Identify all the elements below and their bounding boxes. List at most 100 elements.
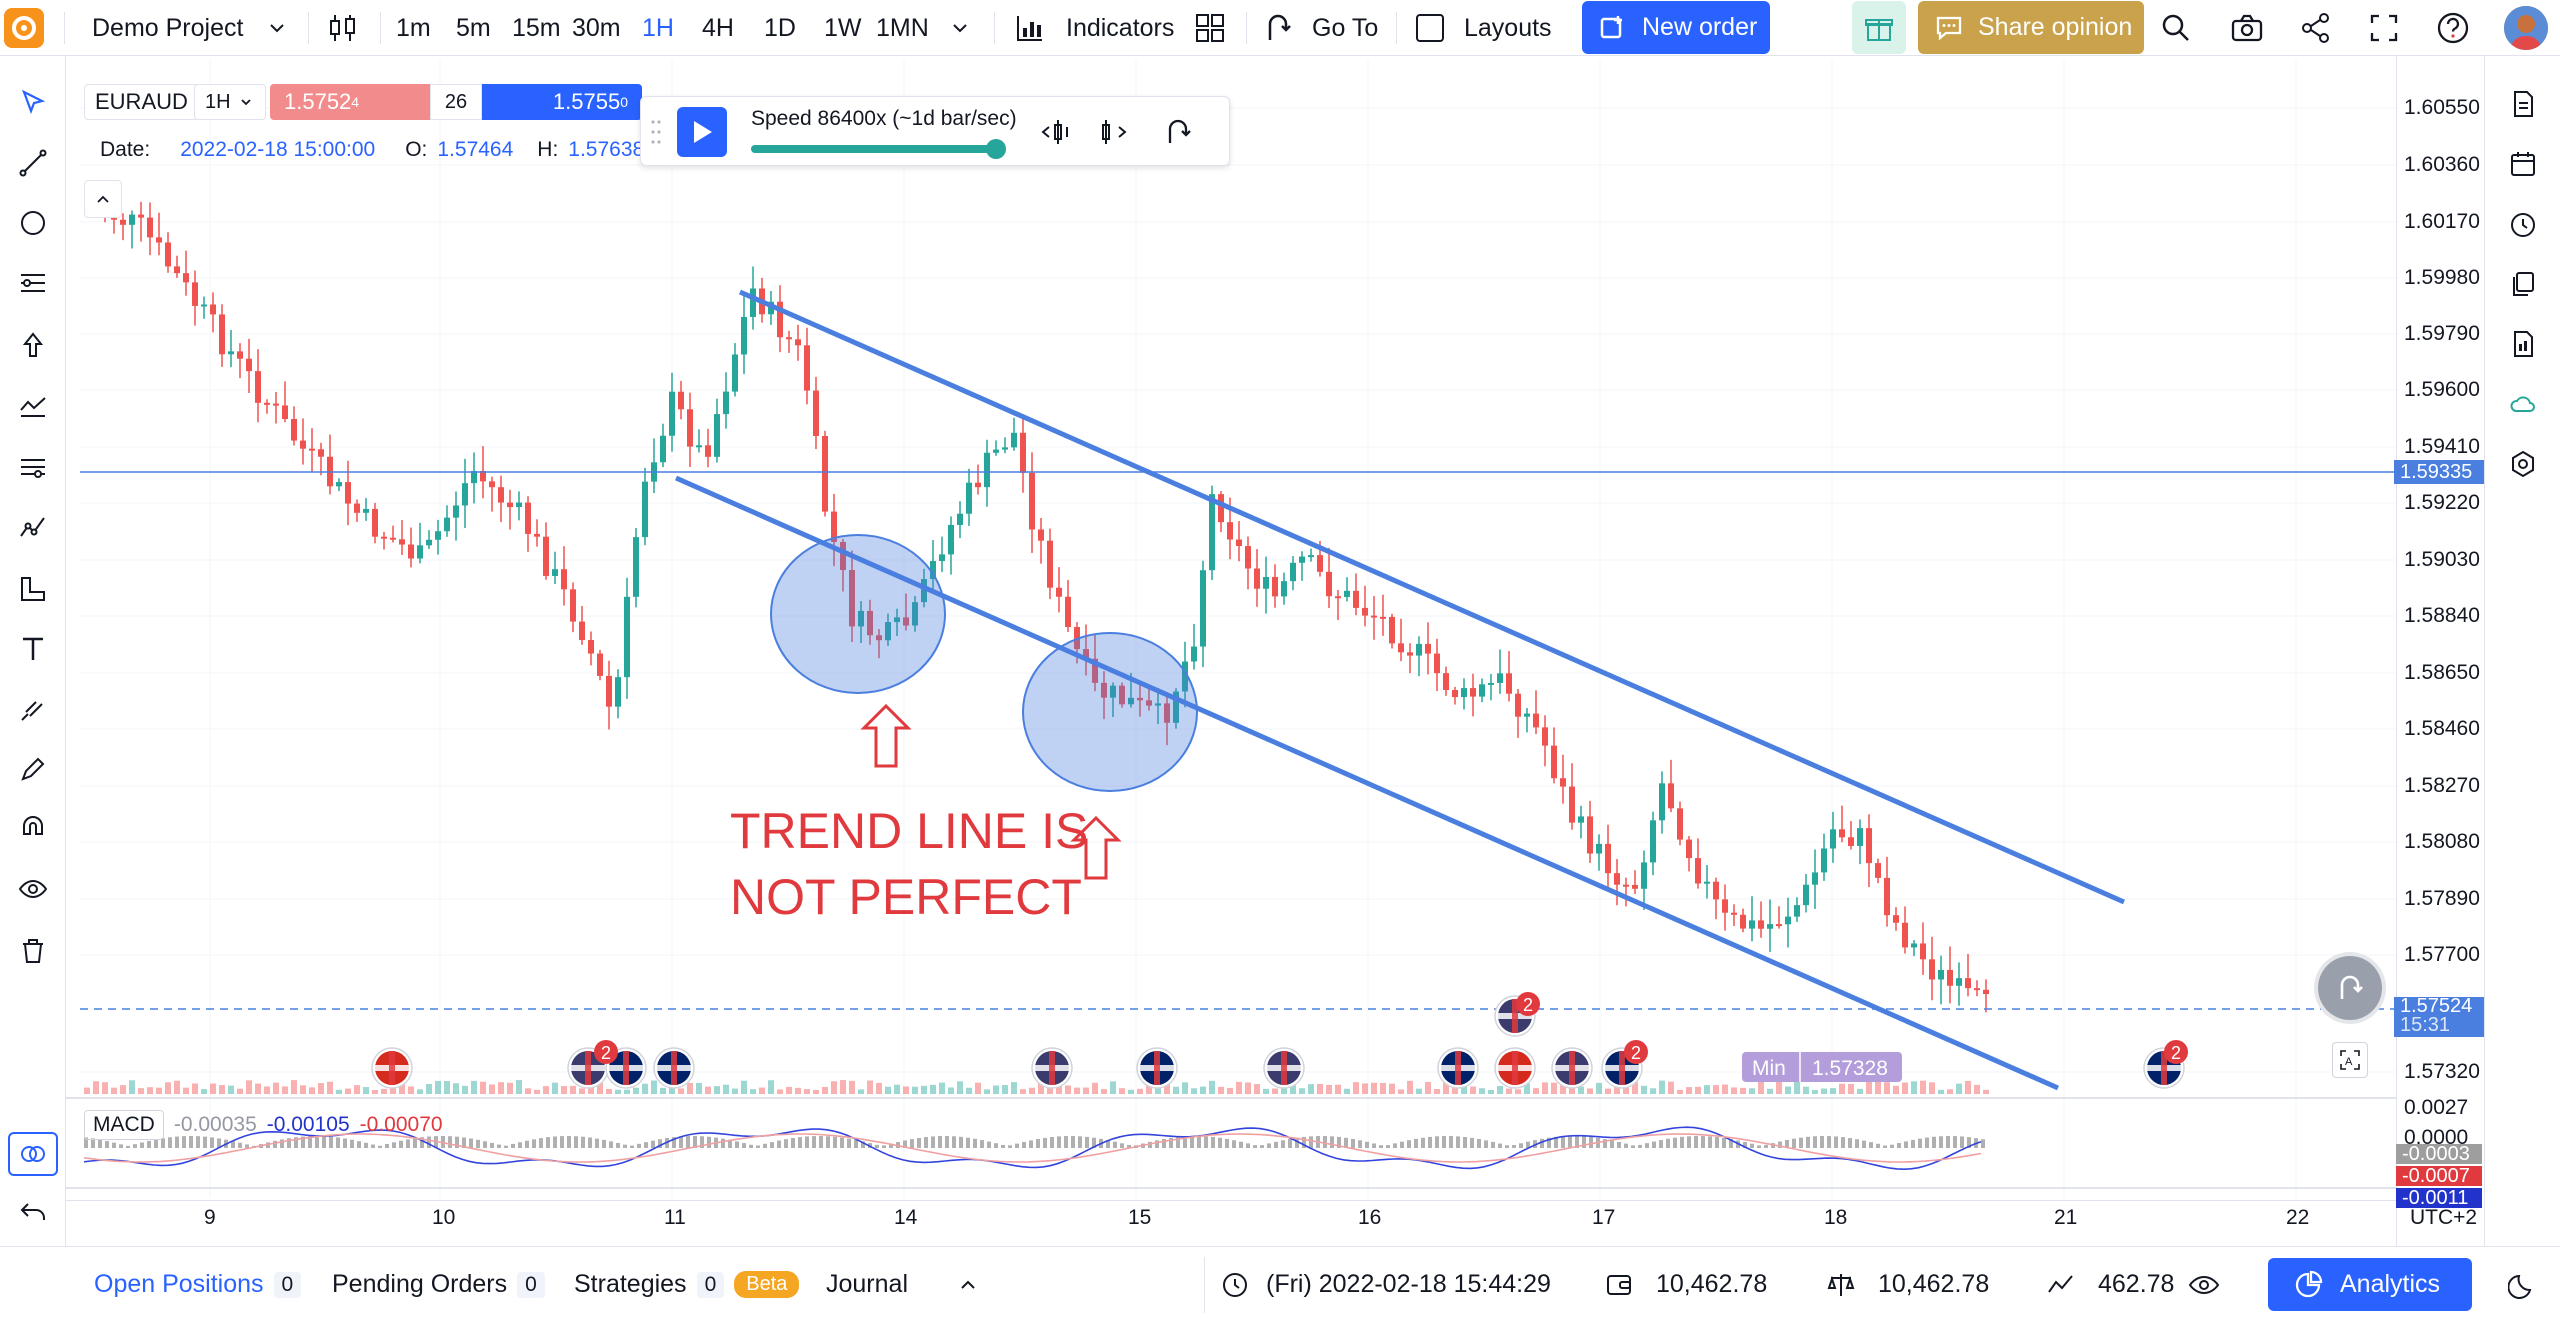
speed-slider[interactable] — [751, 139, 1006, 159]
macd-name[interactable]: MACD — [84, 1110, 164, 1140]
event-flag-icon[interactable] — [1494, 1047, 1536, 1089]
share-button[interactable] — [2300, 0, 2332, 56]
gift-button[interactable] — [1852, 1, 1906, 54]
tf-1h[interactable]: 1H — [642, 13, 674, 42]
tf-1d[interactable]: 1D — [764, 13, 796, 42]
wave-tool[interactable] — [14, 508, 52, 546]
lower-trend-line[interactable] — [674, 475, 2060, 1091]
candle-body — [1128, 697, 1134, 705]
collapse-legend-button[interactable] — [84, 180, 122, 218]
event-flag-icon[interactable] — [1031, 1047, 1073, 1089]
price-chart[interactable]: TREND LINE IS NOT PERFECT Min 1.57328 22… — [0, 0, 2560, 1246]
annotation-text-line2[interactable]: NOT PERFECT — [730, 869, 1082, 925]
tab-pending-orders[interactable]: Pending Orders 0 — [332, 1247, 545, 1322]
highlight-ellipse-1[interactable] — [770, 534, 946, 694]
app-logo[interactable] — [4, 0, 44, 56]
annotation-arrow-1[interactable] — [860, 703, 912, 768]
sell-button[interactable]: 1.5752 4 — [270, 84, 430, 120]
timeframe-dropdown[interactable] — [950, 0, 970, 56]
alerts-button[interactable] — [2505, 206, 2541, 242]
highlight-ellipse-2[interactable] — [1022, 632, 1198, 792]
tf-1mn[interactable]: 1MN — [876, 13, 929, 42]
undo-tool[interactable] — [14, 1192, 52, 1230]
share-opinion-button[interactable]: Share opinion — [1918, 1, 2144, 54]
analytics-button[interactable]: Analytics — [2268, 1258, 2472, 1311]
arrow-tool[interactable] — [14, 326, 52, 364]
candle-body — [1092, 658, 1098, 683]
magnet-tool[interactable] — [14, 810, 52, 848]
tab-open-positions[interactable]: Open Positions 0 — [94, 1247, 302, 1322]
event-flag-icon[interactable] — [371, 1047, 413, 1089]
screenshot-button[interactable] — [2230, 0, 2264, 56]
symbol-selector[interactable]: EURAUD — [84, 84, 199, 120]
event-flag-icon[interactable] — [1437, 1047, 1479, 1089]
step-back-button[interactable] — [1039, 117, 1075, 152]
tab-journal[interactable]: Journal — [826, 1247, 908, 1322]
goto-button[interactable]: Go To — [1262, 0, 1378, 56]
notes-button[interactable] — [2505, 86, 2541, 122]
templates-button[interactable] — [1194, 0, 1226, 56]
toggle-visibility-button[interactable] — [2188, 1247, 2220, 1322]
report-button[interactable] — [2505, 326, 2541, 362]
candle-body — [363, 508, 369, 513]
fib-tool[interactable] — [14, 264, 52, 302]
tf-1m[interactable]: 1m — [396, 13, 431, 42]
tf-15m[interactable]: 15m — [512, 13, 561, 42]
event-flag-icon[interactable] — [1551, 1047, 1593, 1089]
sync-tool[interactable] — [8, 1132, 58, 1176]
event-flag-icon[interactable] — [653, 1047, 695, 1089]
tf-5m[interactable]: 5m — [456, 13, 491, 42]
project-selector[interactable]: Demo Project — [92, 0, 287, 56]
macd-hist-bar — [462, 1137, 466, 1148]
buy-button[interactable]: 1.5755 0 — [482, 84, 642, 120]
candle-body — [921, 579, 927, 603]
text-tool[interactable] — [14, 630, 52, 668]
upper-trend-line[interactable] — [738, 289, 2126, 905]
annotation-arrow-2[interactable] — [1070, 815, 1122, 880]
tf-4h[interactable]: 4H — [702, 13, 734, 42]
tf-1w[interactable]: 1W — [824, 13, 862, 42]
chart-type-button[interactable] — [326, 0, 360, 56]
brush-tool[interactable] — [14, 690, 52, 728]
indicators-button[interactable]: Indicators — [1014, 0, 1174, 56]
calendar-button[interactable] — [2505, 146, 2541, 182]
theme-toggle-button[interactable] — [2508, 1247, 2538, 1322]
gann-tool[interactable] — [14, 448, 52, 486]
trend-line-tool[interactable] — [14, 144, 52, 182]
annotation-text-line1[interactable]: TREND LINE IS — [730, 803, 1088, 859]
replay-jump-button[interactable] — [1161, 115, 1195, 154]
visibility-tool[interactable] — [14, 870, 52, 908]
macd-hist-bar — [1610, 1140, 1614, 1148]
event-flag-icon[interactable] — [1263, 1047, 1305, 1089]
step-forward-button[interactable] — [1097, 117, 1133, 152]
drag-handle-icon[interactable] — [651, 119, 661, 150]
layouts-button[interactable]: Layouts — [1414, 0, 1552, 56]
search-button[interactable] — [2160, 0, 2192, 56]
weather-button[interactable] — [2505, 386, 2541, 422]
help-button[interactable] — [2436, 0, 2470, 56]
replay-float-button[interactable] — [2318, 956, 2382, 1020]
pattern-tool[interactable] — [14, 386, 52, 424]
speed-slider-knob[interactable] — [986, 139, 1006, 159]
tf-30m[interactable]: 30m — [572, 13, 621, 42]
new-order-button[interactable]: New order — [1582, 1, 1770, 54]
volume-bar — [561, 1086, 567, 1094]
expand-panel-button[interactable] — [958, 1247, 978, 1322]
avatar[interactable] — [2504, 6, 2548, 50]
circle-tool[interactable] — [14, 204, 52, 242]
timezone-label[interactable]: UTC+2 — [2410, 1206, 2478, 1229]
time-axis[interactable] — [66, 1200, 2396, 1246]
tab-strategies[interactable]: Strategies 0 Beta — [574, 1247, 800, 1322]
delete-tool[interactable] — [14, 932, 52, 970]
pen-tool[interactable] — [14, 750, 52, 788]
ideas-button[interactable] — [2505, 266, 2541, 302]
interval-selector[interactable]: 1H — [194, 84, 266, 120]
price-axis[interactable] — [2396, 56, 2484, 1246]
measure-tool[interactable] — [14, 570, 52, 608]
play-button[interactable] — [677, 107, 727, 157]
event-flag-icon[interactable] — [1136, 1047, 1178, 1089]
cursor-tool[interactable] — [14, 84, 52, 122]
fullscreen-button[interactable] — [2368, 0, 2400, 56]
settings-button[interactable] — [2505, 446, 2541, 482]
auto-scale-button[interactable]: A — [2332, 1042, 2368, 1078]
